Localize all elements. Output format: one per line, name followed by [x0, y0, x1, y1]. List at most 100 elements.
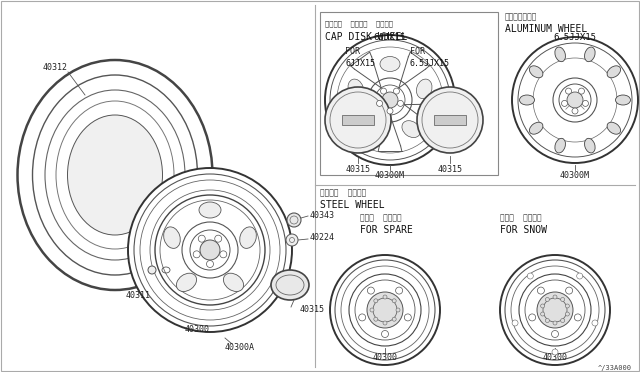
- Ellipse shape: [529, 122, 543, 134]
- Text: NISSAN: NISSAN: [282, 282, 299, 288]
- Text: 6JJX15: 6JJX15: [345, 60, 375, 68]
- Ellipse shape: [607, 66, 621, 78]
- Circle shape: [527, 273, 533, 279]
- Ellipse shape: [56, 101, 174, 249]
- Circle shape: [374, 317, 378, 321]
- Circle shape: [545, 298, 549, 301]
- Circle shape: [370, 308, 374, 312]
- Circle shape: [325, 87, 391, 153]
- Ellipse shape: [17, 60, 212, 290]
- Text: 40315: 40315: [438, 166, 463, 174]
- Text: スチール  ホイール: スチール ホイール: [320, 189, 366, 198]
- Circle shape: [545, 318, 549, 323]
- Text: FOR SPARE: FOR SPARE: [360, 225, 413, 235]
- Circle shape: [397, 100, 403, 106]
- Circle shape: [552, 330, 559, 337]
- Circle shape: [383, 295, 387, 299]
- Text: 40312: 40312: [42, 64, 67, 73]
- Circle shape: [220, 251, 227, 258]
- Ellipse shape: [67, 115, 163, 235]
- Ellipse shape: [520, 95, 534, 105]
- Text: STEEL WHEEL: STEEL WHEEL: [320, 200, 385, 210]
- Circle shape: [286, 234, 298, 246]
- Ellipse shape: [177, 273, 196, 292]
- Text: FOR: FOR: [410, 48, 425, 57]
- Ellipse shape: [529, 66, 543, 78]
- Circle shape: [215, 235, 221, 242]
- Text: 40300: 40300: [543, 353, 568, 362]
- Ellipse shape: [402, 121, 420, 138]
- Circle shape: [541, 304, 545, 308]
- Circle shape: [404, 314, 412, 321]
- Circle shape: [553, 321, 557, 325]
- Circle shape: [198, 235, 205, 242]
- Circle shape: [566, 287, 573, 294]
- Text: CAP DISK WHEEL: CAP DISK WHEEL: [325, 32, 407, 42]
- Circle shape: [392, 299, 396, 303]
- Circle shape: [561, 298, 564, 301]
- Text: 40300: 40300: [372, 353, 397, 362]
- Text: ALUMINUM WHEEL: ALUMINUM WHEEL: [505, 24, 588, 34]
- Ellipse shape: [199, 202, 221, 218]
- Circle shape: [383, 321, 387, 325]
- Text: NISSAN: NISSAN: [442, 118, 459, 122]
- Ellipse shape: [164, 227, 180, 248]
- Circle shape: [367, 292, 403, 328]
- Ellipse shape: [417, 79, 432, 99]
- Circle shape: [512, 320, 518, 326]
- Circle shape: [561, 318, 564, 323]
- Ellipse shape: [348, 79, 364, 99]
- Text: ^/33A000: ^/33A000: [598, 365, 632, 371]
- Circle shape: [148, 266, 156, 274]
- Circle shape: [128, 168, 292, 332]
- Text: 40300M: 40300M: [560, 170, 590, 180]
- Text: FOR SNOW: FOR SNOW: [500, 225, 547, 235]
- Ellipse shape: [584, 47, 595, 62]
- Ellipse shape: [360, 121, 378, 138]
- Ellipse shape: [380, 57, 400, 71]
- Text: スペア  タイヤ用: スペア タイヤ用: [360, 214, 402, 222]
- Circle shape: [381, 330, 388, 337]
- Circle shape: [512, 37, 638, 163]
- Circle shape: [565, 312, 570, 316]
- Text: スノー  タイヤ用: スノー タイヤ用: [500, 214, 541, 222]
- Ellipse shape: [555, 138, 566, 153]
- Ellipse shape: [223, 273, 244, 292]
- Ellipse shape: [607, 122, 621, 134]
- Circle shape: [394, 88, 399, 94]
- Text: 40315: 40315: [346, 166, 371, 174]
- Circle shape: [392, 317, 396, 321]
- Text: 6.5JJX15: 6.5JJX15: [554, 33, 596, 42]
- Text: アルミホイール: アルミホイール: [505, 13, 538, 22]
- Ellipse shape: [271, 270, 309, 300]
- Circle shape: [200, 240, 220, 260]
- Circle shape: [193, 251, 200, 258]
- Bar: [434, 115, 466, 125]
- Circle shape: [541, 312, 545, 316]
- Circle shape: [381, 88, 387, 94]
- Circle shape: [537, 292, 573, 328]
- Ellipse shape: [45, 90, 185, 260]
- Text: FOR: FOR: [345, 48, 360, 57]
- Circle shape: [552, 349, 558, 355]
- Circle shape: [577, 273, 582, 279]
- Circle shape: [358, 314, 365, 321]
- Circle shape: [566, 88, 572, 94]
- Bar: [320, 12, 498, 175]
- Circle shape: [574, 314, 581, 321]
- Circle shape: [417, 87, 483, 153]
- Text: NISSAN: NISSAN: [349, 118, 367, 122]
- Ellipse shape: [33, 75, 198, 275]
- Text: 40300: 40300: [184, 326, 209, 334]
- Circle shape: [287, 213, 301, 227]
- Circle shape: [538, 287, 545, 294]
- Ellipse shape: [584, 138, 595, 153]
- Circle shape: [553, 295, 557, 299]
- Ellipse shape: [555, 47, 566, 62]
- Circle shape: [396, 287, 403, 294]
- Circle shape: [529, 314, 536, 321]
- Text: 40343: 40343: [310, 211, 335, 219]
- Ellipse shape: [240, 227, 257, 248]
- Circle shape: [582, 100, 588, 106]
- Circle shape: [396, 308, 400, 312]
